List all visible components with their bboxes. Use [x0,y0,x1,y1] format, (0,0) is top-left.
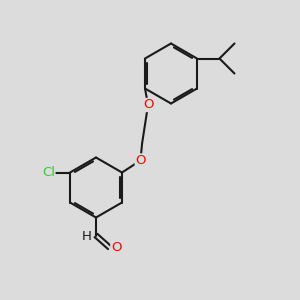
Text: O: O [143,98,153,112]
Text: O: O [111,241,122,254]
Text: Cl: Cl [42,166,55,179]
Text: O: O [135,154,146,167]
Text: H: H [82,230,91,244]
